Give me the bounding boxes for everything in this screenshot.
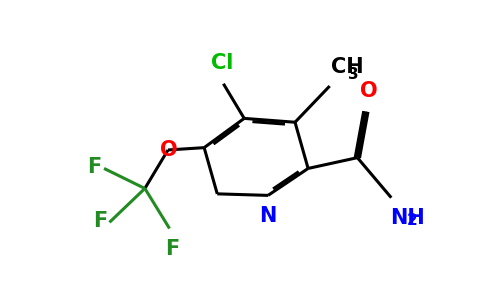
Text: N: N	[259, 206, 277, 226]
Text: Cl: Cl	[211, 53, 233, 73]
Text: F: F	[93, 211, 107, 231]
Text: NH: NH	[390, 208, 424, 229]
Text: 2: 2	[407, 213, 417, 228]
Text: CH: CH	[331, 57, 364, 77]
Text: F: F	[165, 239, 179, 259]
Text: O: O	[160, 140, 178, 160]
Text: F: F	[88, 157, 102, 177]
Text: 3: 3	[348, 67, 359, 82]
Text: O: O	[360, 81, 378, 101]
